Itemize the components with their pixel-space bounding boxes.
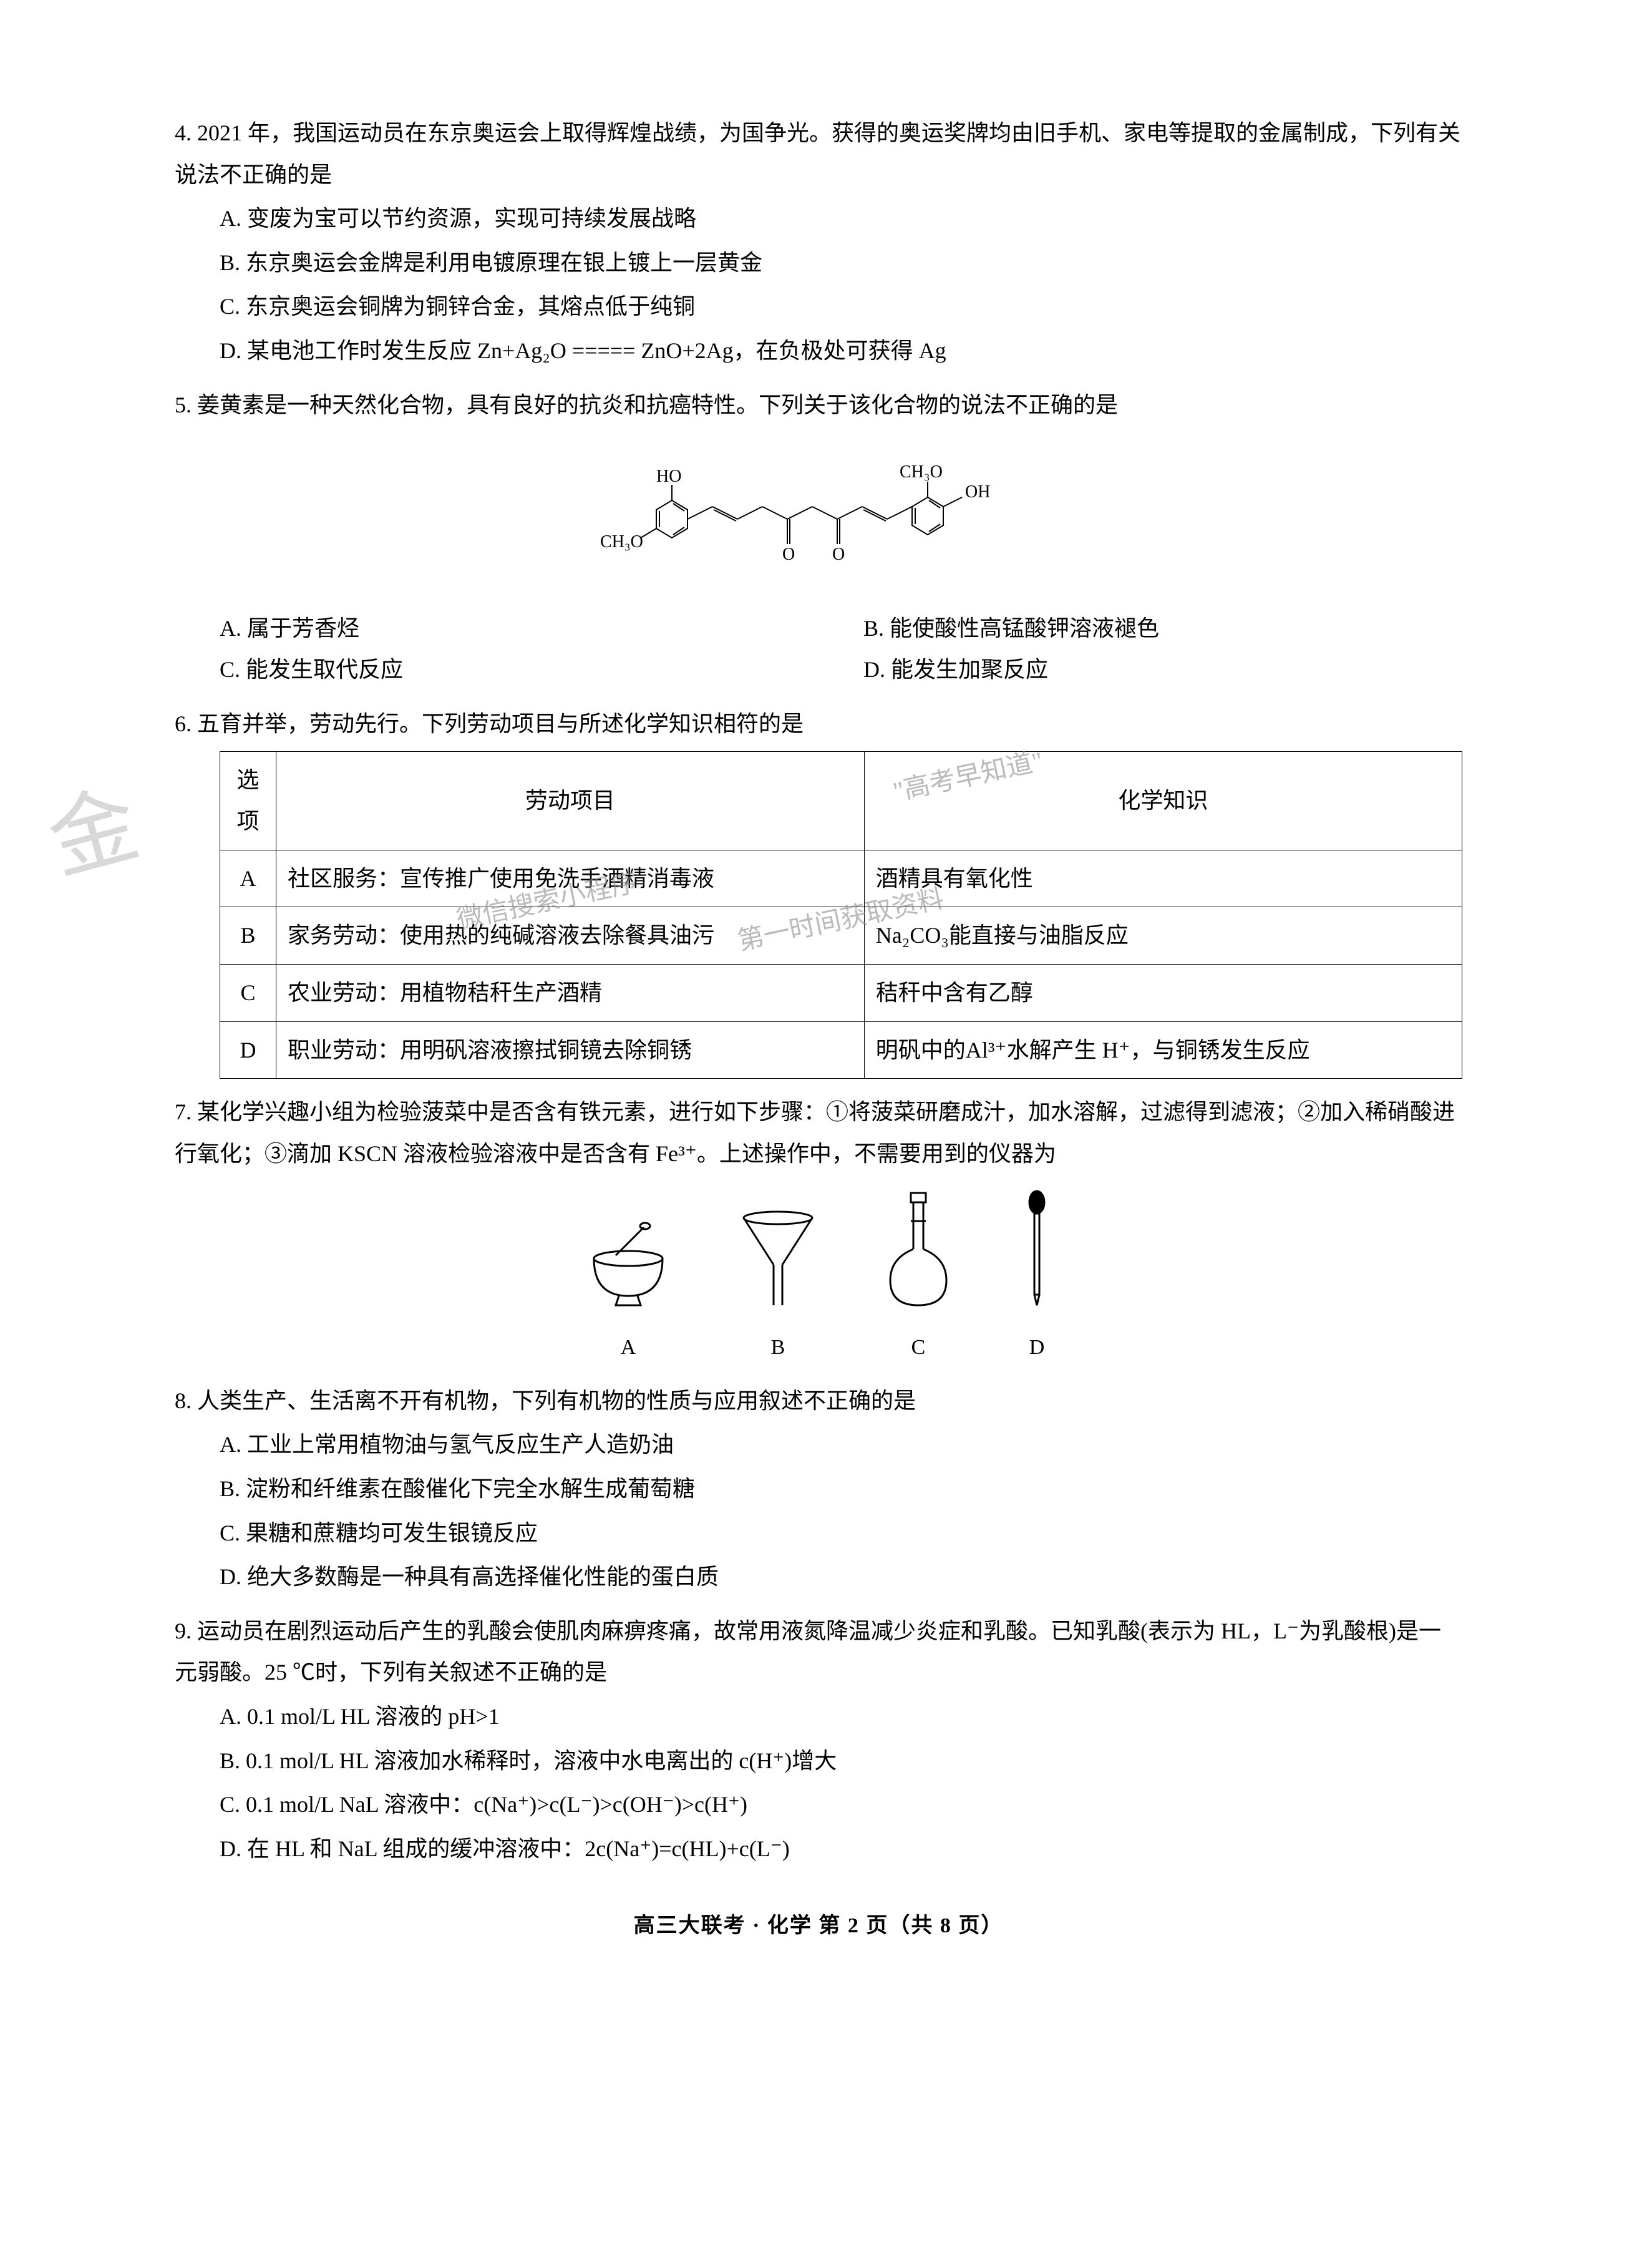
q4-option-b: B. 东京奥运会金牌是利用电镀原理在银上镀上一层黄金: [175, 242, 1462, 284]
q4-number: 4.: [175, 120, 192, 145]
q4-option-c: C. 东京奥运会铜牌为铜锌合金，其熔点低于纯铜: [175, 286, 1462, 328]
question-5: 5. 姜黄素是一种天然化合物，具有良好的抗炎和抗癌特性。下列关于该化合物的说法不…: [175, 384, 1462, 691]
oh-label: OH: [965, 482, 990, 502]
cell: 社区服务：宣传推广使用免洗手酒精消毒液: [276, 850, 865, 907]
funnel-icon: [737, 1209, 818, 1308]
cell: D: [220, 1021, 276, 1079]
question-8: 8. 人类生产、生活离不开有机物，下列有机物的性质与应用叙述不正确的是 A. 工…: [175, 1380, 1462, 1598]
q8-option-a: A. 工业上常用植物油与氢气反应生产人造奶油: [175, 1424, 1462, 1466]
cell: 职业劳动：用明矾溶液擦拭铜镜去除铜锈: [276, 1021, 865, 1079]
page-footer: 高三大联考 · 化学 第 2 页（共 8 页）: [175, 1907, 1462, 1946]
th-option: 选项: [220, 751, 276, 850]
q8-option-d: D. 绝大多数酶是一种具有高选择催化性能的蛋白质: [175, 1556, 1462, 1598]
q7-number: 7.: [175, 1099, 192, 1124]
q5-structure: HO CH₃O CH₃O OH O O: [175, 438, 1462, 595]
q8-option-b: B. 淀粉和纤维素在酸催化下完全水解生成葡萄糖: [175, 1468, 1462, 1510]
q5-option-b: B. 能使酸性高锰酸钾溶液褪色: [818, 608, 1462, 650]
q5-option-a: A. 属于芳香烃: [175, 608, 818, 650]
q9-number: 9.: [175, 1618, 192, 1643]
q6-table: 选项 劳动项目 化学知识 A 社区服务：宣传推广使用免洗手酒精消毒液 酒精具有氧…: [220, 751, 1462, 1079]
table-row: D 职业劳动：用明矾溶液擦拭铜镜去除铜锈 明矾中的Al³⁺水解产生 H⁺，与铜锈…: [220, 1021, 1462, 1079]
cell: 酒精具有氧化性: [864, 850, 1462, 907]
mortar-pestle-icon: [581, 1221, 675, 1308]
q8-number: 8.: [175, 1388, 192, 1413]
q9-option-d: D. 在 HL 和 NaL 组成的缓冲溶液中：2c(Na⁺)=c(HL)+c(L…: [175, 1828, 1462, 1870]
question-7: 7. 某化学兴趣小组为检验菠菜中是否含有铁元素，进行如下步骤：①将菠菜研磨成汁，…: [175, 1091, 1462, 1368]
table-row: C 农业劳动：用植物秸秆生产酒精 秸秆中含有乙醇: [220, 964, 1462, 1021]
watermark-left: 金: [31, 744, 157, 923]
cell: 家务劳动：使用热的纯碱溶液去除餐具油污: [276, 907, 865, 965]
q9-option-c: C. 0.1 mol/L NaL 溶液中：c(Na⁺)>c(L⁻)>c(OH⁻)…: [175, 1784, 1462, 1826]
th-knowledge: 化学知识: [864, 751, 1462, 850]
cell: B: [220, 907, 276, 965]
label-d: D: [1018, 1328, 1056, 1368]
dropper-icon: [1018, 1190, 1056, 1308]
cell: 明矾中的Al³⁺水解产生 H⁺，与铜锈发生反应: [864, 1021, 1462, 1079]
q9-option-a: A. 0.1 mol/L HL 溶液的 pH>1: [175, 1696, 1462, 1738]
cell: A: [220, 850, 276, 907]
question-9: 9. 运动员在剧烈运动后产生的乳酸会使肌肉麻痹疼痛，故常用液氮降温减少炎症和乳酸…: [175, 1610, 1462, 1870]
q8-text: 人类生产、生活离不开有机物，下列有机物的性质与应用叙述不正确的是: [197, 1388, 916, 1413]
q5-option-d: D. 能发生加聚反应: [818, 649, 1462, 691]
q7-instruments: A B: [175, 1190, 1462, 1367]
instrument-b: B: [737, 1209, 818, 1367]
ho-label: HO: [656, 467, 681, 486]
cell: C: [220, 964, 276, 1021]
q4-text: 2021 年，我国运动员在东京奥运会上取得辉煌战绩，为国争光。获得的奥运奖牌均由…: [175, 120, 1460, 187]
instrument-a: A: [581, 1221, 675, 1367]
ch3o-left-label: CH₃O: [600, 532, 643, 552]
q6-text: 五育并举，劳动先行。下列劳动项目与所述化学知识相符的是: [197, 711, 804, 736]
th-project: 劳动项目: [276, 751, 865, 850]
q6-number: 6.: [175, 711, 192, 736]
q9-option-b: B. 0.1 mol/L HL 溶液加水稀释时，溶液中水电离出的 c(H⁺)增大: [175, 1740, 1462, 1782]
q9-text: 运动员在剧烈运动后产生的乳酸会使肌肉麻痹疼痛，故常用液氮降温减少炎症和乳酸。已知…: [175, 1618, 1441, 1685]
ch3o-right-label: CH₃O: [900, 462, 943, 482]
q8-option-c: C. 果糖和蔗糖均可发生银镜反应: [175, 1512, 1462, 1554]
table-row: B 家务劳动：使用热的纯碱溶液去除餐具油污 Na₂CO₃能直接与油脂反应: [220, 907, 1462, 965]
curcumin-structure-icon: HO CH₃O CH₃O OH O O: [581, 447, 1056, 572]
cell: 农业劳动：用植物秸秆生产酒精: [276, 964, 865, 1021]
q4-option-a: A. 变废为宝可以节约资源，实现可持续发展战略: [175, 198, 1462, 240]
question-4: 4. 2021 年，我国运动员在东京奥运会上取得辉煌战绩，为国争光。获得的奥运奖…: [175, 112, 1462, 372]
q4-option-d: D. 某电池工作时发生反应 Zn+Ag₂O ===== ZnO+2Ag，在负极处…: [175, 330, 1462, 372]
table-header-row: 选项 劳动项目 化学知识: [220, 751, 1462, 850]
table-row: A 社区服务：宣传推广使用免洗手酒精消毒液 酒精具有氧化性: [220, 850, 1462, 907]
cell: 秸秆中含有乙醇: [864, 964, 1462, 1021]
q5-number: 5.: [175, 392, 192, 417]
o2-label: O: [832, 545, 845, 564]
label-b: B: [737, 1328, 818, 1368]
cell: Na₂CO₃能直接与油脂反应: [864, 907, 1462, 965]
question-6: 金 6. 五育并举，劳动先行。下列劳动项目与所述化学知识相符的是 选项 劳动项目…: [175, 703, 1462, 1079]
volumetric-flask-icon: [881, 1190, 956, 1308]
q5-text: 姜黄素是一种天然化合物，具有良好的抗炎和抗癌特性。下列关于该化合物的说法不正确的…: [197, 392, 1118, 417]
label-c: C: [881, 1328, 956, 1368]
instrument-d: D: [1018, 1190, 1056, 1367]
q7-text: 某化学兴趣小组为检验菠菜中是否含有铁元素，进行如下步骤：①将菠菜研磨成汁，加水溶…: [175, 1099, 1455, 1166]
o1-label: O: [782, 545, 795, 564]
q5-option-c: C. 能发生取代反应: [175, 649, 818, 691]
label-a: A: [581, 1328, 675, 1368]
instrument-c: C: [881, 1190, 956, 1367]
